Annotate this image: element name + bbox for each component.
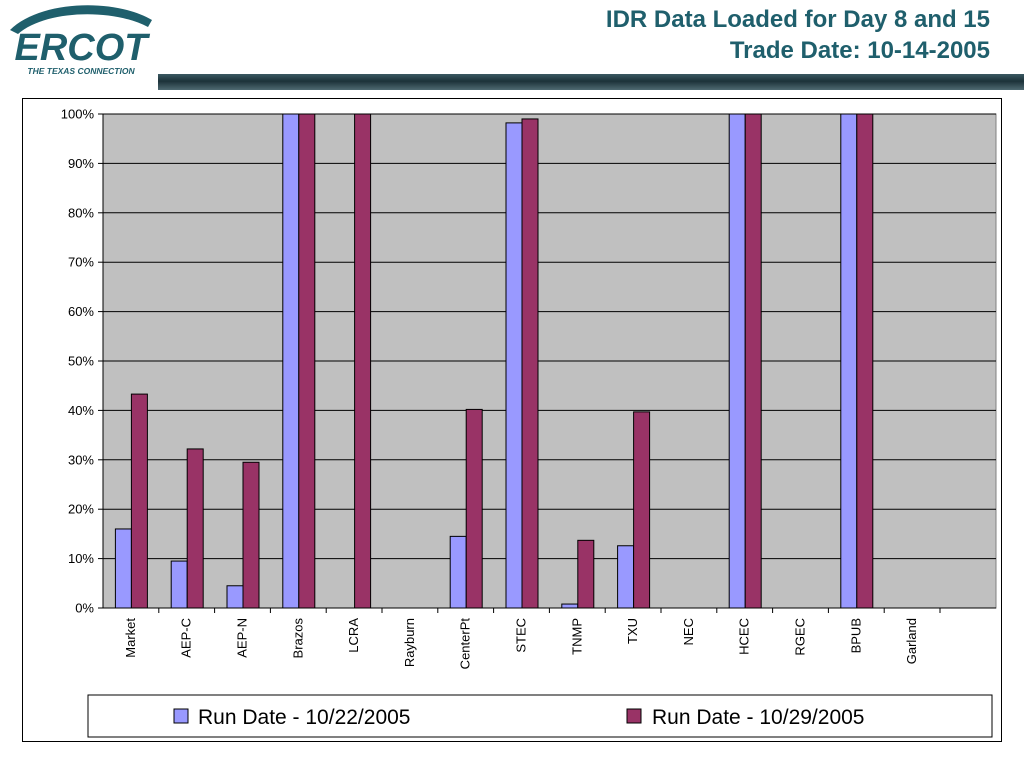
x-category-label: LCRA: [346, 618, 361, 653]
bar-aep-n-series-1: [226, 585, 244, 609]
bar-market-series-2: [130, 393, 148, 609]
bar-txu-series-2: [633, 411, 651, 609]
bar-aep-c-series-1: [170, 560, 188, 609]
y-tick-label: 90%: [68, 156, 94, 171]
bar-aep-n-series-2: [242, 461, 260, 609]
x-category-label: Brazos: [290, 618, 305, 659]
x-category-label: AEP-N: [235, 618, 250, 658]
x-category-label: NEC: [681, 618, 696, 645]
bar-centerpt-series-1: [449, 535, 467, 609]
x-category-label: CenterPt: [458, 618, 473, 670]
x-category-label: BPUB: [848, 618, 863, 653]
title-line-1: IDR Data Loaded for Day 8 and 15: [605, 6, 990, 33]
y-tick-label: 100%: [61, 107, 95, 122]
bars: [114, 113, 874, 609]
bar-lcra-series-2: [354, 113, 372, 609]
x-category-label: Market: [123, 618, 138, 658]
bar-market-series-1: [114, 528, 132, 609]
bar-bpub-series-1: [840, 113, 858, 609]
y-tick-label: 40%: [68, 403, 94, 418]
bar-brazos-series-1: [282, 113, 300, 609]
logo-wordmark: ERCOT: [15, 27, 151, 69]
bar-chart: 0% 10% 20% 30% 40% 50% 60% 70% 80% 90% 100% Market…: [22, 98, 1002, 742]
y-tick-label: 30%: [68, 452, 94, 467]
legend-label-series-2: Run Date - 10/29/2005: [652, 706, 864, 729]
legend: Run Date - 10/22/2005 Run Date - 10/29/2…: [87, 694, 993, 738]
bar-tnmp-series-2: [577, 539, 595, 609]
y-tick-label: 60%: [68, 304, 94, 319]
y-tick-label: 80%: [68, 205, 94, 220]
x-category-label: TXU: [625, 618, 640, 644]
bar-aep-c-series-2: [186, 448, 204, 609]
logo-swoosh-icon: [10, 5, 152, 34]
x-category-label: Garland: [904, 618, 919, 664]
legend-label-series-1: Run Date - 10/22/2005: [198, 706, 410, 729]
bar-hcec-series-2: [744, 113, 762, 609]
y-tick-label: 50%: [68, 354, 94, 369]
ercot-logo: ERCOT THE TEXAS CONNECTION: [0, 0, 162, 78]
x-category-label: RGEC: [793, 618, 808, 656]
x-category-label: TNMP: [569, 618, 584, 655]
bar-brazos-series-2: [298, 113, 316, 609]
legend-swatch-series-1: [173, 708, 189, 724]
x-category-label: HCEC: [737, 618, 752, 655]
bar-tnmp-series-1: [561, 603, 579, 609]
x-axis: Market AEP-C AEP-N Brazos LCRA Rayburn CenterP…: [103, 607, 996, 670]
bar-stec-series-2: [521, 118, 539, 609]
bar-txu-series-1: [617, 545, 635, 609]
y-axis: 0% 10% 20% 30% 40% 50% 60% 70% 80% 90% 100%: [61, 107, 104, 616]
y-tick-label: 10%: [68, 551, 94, 566]
y-tick-label: 20%: [68, 502, 94, 517]
x-category-label: Rayburn: [402, 618, 417, 667]
x-category-label: STEC: [514, 618, 529, 653]
bar-bpub-series-2: [856, 113, 874, 609]
bar-hcec-series-1: [728, 113, 746, 609]
logo-tagline: THE TEXAS CONNECTION: [27, 66, 135, 76]
page-title: IDR Data Loaded for Day 8 and 15 Trade D…: [606, 4, 990, 66]
y-tick-label: 70%: [68, 255, 94, 270]
x-category-label: AEP-C: [179, 618, 194, 658]
header-divider-bar: [158, 74, 1024, 90]
legend-box: [87, 694, 993, 738]
bar-stec-series-1: [505, 122, 523, 609]
title-line-2: Trade Date: 10-14-2005: [729, 37, 990, 64]
legend-swatch-series-2: [626, 708, 642, 724]
y-tick-label: 0%: [75, 601, 94, 616]
bar-centerpt-series-2: [465, 408, 483, 609]
